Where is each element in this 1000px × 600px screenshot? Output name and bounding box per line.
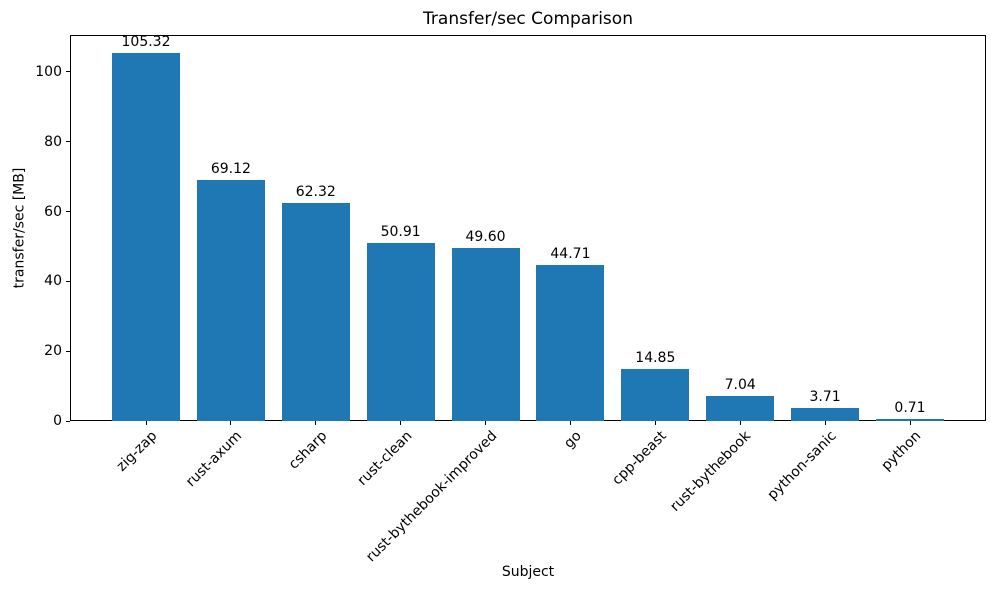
x-tick bbox=[569, 421, 571, 425]
chart-title: Transfer/sec Comparison bbox=[423, 9, 633, 29]
bar bbox=[366, 243, 435, 421]
y-tick-label: 20 bbox=[44, 343, 62, 360]
bar-value-label: 62.32 bbox=[295, 184, 336, 201]
x-tick bbox=[485, 421, 487, 425]
x-tick bbox=[230, 421, 232, 425]
y-tick-label: 80 bbox=[44, 133, 62, 150]
y-tick bbox=[66, 141, 70, 143]
x-tick-label-text: csharp bbox=[285, 428, 331, 473]
y-tick bbox=[66, 420, 70, 422]
y-tick-label: 40 bbox=[44, 273, 62, 290]
bar bbox=[791, 408, 860, 421]
bar-value-label: 50.91 bbox=[380, 224, 421, 241]
x-tick-label-text: zig-zap bbox=[113, 428, 161, 475]
bar-value-label: 14.85 bbox=[635, 350, 676, 367]
x-tick bbox=[315, 421, 317, 425]
y-tick-label: 60 bbox=[44, 203, 62, 220]
y-tick-label: 100 bbox=[35, 63, 62, 80]
y-tick bbox=[66, 71, 70, 73]
bar bbox=[876, 418, 944, 421]
y-tick-label: 0 bbox=[53, 413, 62, 429]
bar-value-label: 49.60 bbox=[465, 228, 506, 245]
x-tick bbox=[400, 421, 402, 425]
bar bbox=[281, 203, 350, 421]
bar-value-label: 69.12 bbox=[210, 160, 251, 177]
bar-value-label: 105.32 bbox=[121, 34, 171, 51]
bar-value-label: 0.71 bbox=[894, 399, 926, 416]
x-tick bbox=[145, 421, 147, 425]
bar bbox=[536, 264, 605, 421]
bar-value-label: 3.71 bbox=[809, 389, 841, 406]
x-tick bbox=[654, 421, 656, 425]
bar bbox=[451, 247, 520, 421]
y-tick bbox=[66, 211, 70, 213]
x-tick-label-text: rust-axum bbox=[183, 428, 246, 491]
x-tick-label-text: cpp-beast bbox=[609, 428, 670, 489]
bar-value-label: 7.04 bbox=[724, 377, 756, 394]
y-tick bbox=[66, 350, 70, 352]
bar bbox=[706, 396, 775, 421]
x-tick-label-text: rust-bythebook bbox=[667, 428, 755, 515]
bar bbox=[112, 53, 180, 421]
bar-value-label: 44.71 bbox=[550, 245, 591, 262]
x-tick bbox=[739, 421, 741, 425]
x-tick-label-text: go bbox=[561, 428, 585, 452]
x-tick bbox=[909, 421, 911, 425]
x-tick-label-text: rust-clean bbox=[354, 428, 415, 489]
bar bbox=[196, 179, 265, 421]
x-tick bbox=[824, 421, 826, 425]
y-tick bbox=[66, 280, 70, 282]
bar bbox=[621, 369, 690, 421]
y-axis-label: transfer/sec [MB] bbox=[11, 167, 28, 289]
x-axis-label: Subject bbox=[501, 564, 555, 580]
x-tick-label-text: python-sanic bbox=[764, 428, 840, 504]
x-tick-label-text: python bbox=[878, 428, 925, 474]
